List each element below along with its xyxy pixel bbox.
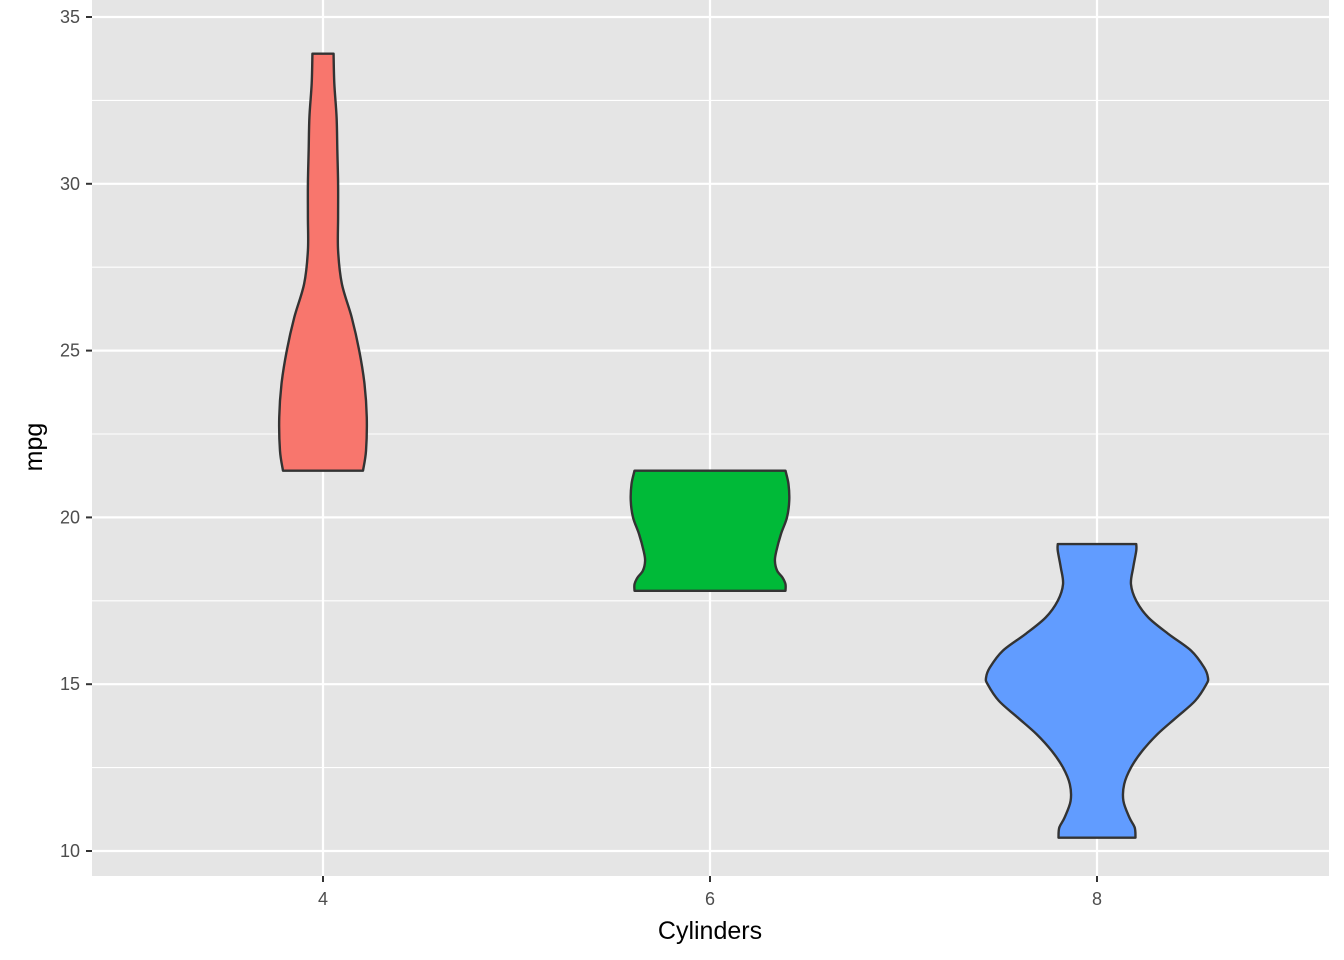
y-tick-label: 35 [60,7,80,27]
y-tick-label: 10 [60,841,80,861]
violin-6-cyl [629,469,791,592]
x-tick-label: 6 [705,889,715,909]
x-tick-label: 4 [318,889,328,909]
x-tick-label: 8 [1092,889,1102,909]
violin-4-cyl [277,52,369,472]
x-axis-title: Cylinders [658,917,762,945]
y-axis: 10 15 20 25 30 35 [60,7,92,861]
y-tick-label: 25 [60,341,80,361]
violin-8-cyl [984,542,1210,839]
y-tick-label: 15 [60,674,80,694]
y-axis-title: mpg [20,423,48,472]
x-axis: 4 6 8 [318,876,1102,909]
violins [277,52,1210,839]
y-tick-label: 20 [60,507,80,527]
y-tick-label: 30 [60,174,80,194]
